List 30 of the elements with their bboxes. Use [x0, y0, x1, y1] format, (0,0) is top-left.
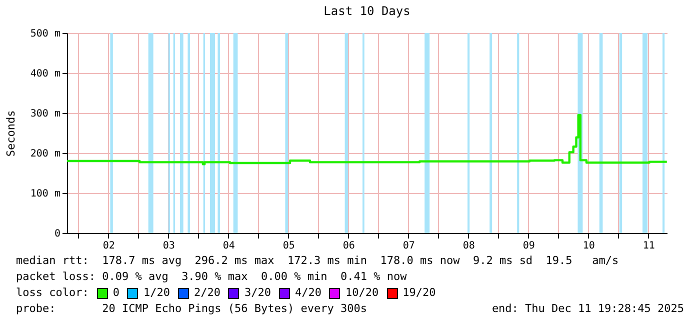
y-axis-title: Seconds [4, 110, 18, 157]
text: end: Thu Dec 11 19:28:45 2025 [492, 301, 684, 317]
x-tick-label: 05 [282, 240, 295, 252]
legend-label: 19/20 [402, 285, 436, 301]
y-tick-label: 500 m [30, 28, 60, 40]
y-tick-label: 0 [54, 228, 60, 240]
y-tick-label: 400 m [30, 68, 60, 80]
x-tick-label: 07 [402, 240, 415, 252]
x-tick-label: 03 [162, 240, 175, 252]
legend-label: 0 [112, 285, 120, 301]
chart-title: Last 10 Days [324, 4, 410, 18]
legend-label: 2/20 [194, 285, 220, 301]
legend-label: 4/20 [294, 285, 322, 301]
x-tick-label: 11 [642, 240, 655, 252]
text: probe: 20 ICMP Echo Pings (56 Bytes) every 300s [16, 301, 367, 317]
legend-label: 10/20 [345, 285, 379, 301]
legend-label: 1/20 [143, 285, 170, 301]
y-tick-label: 200 m [30, 148, 60, 160]
x-tick-label: 10 [582, 240, 595, 252]
x-tick-label: 09 [522, 240, 535, 252]
x-tick-label: 08 [462, 240, 475, 252]
legend-title: loss color: [16, 285, 89, 301]
y-tick-label: 100 m [30, 188, 60, 200]
x-tick-label: 04 [222, 240, 235, 252]
text: packet loss: 0.09 % avg 3.90 % max 0.00 % min 0.41 % now [16, 269, 408, 285]
text: median rtt: 178.7 ms avg 296.2 ms max 172.3 ms min 178.0 ms now 9.2 ms sd 19.5 am/s [16, 253, 620, 269]
y-tick-label: 300 m [30, 108, 60, 120]
x-tick-label: 06 [342, 240, 355, 252]
x-tick-label: 02 [102, 240, 115, 252]
legend-label: 3/20 [244, 285, 271, 301]
